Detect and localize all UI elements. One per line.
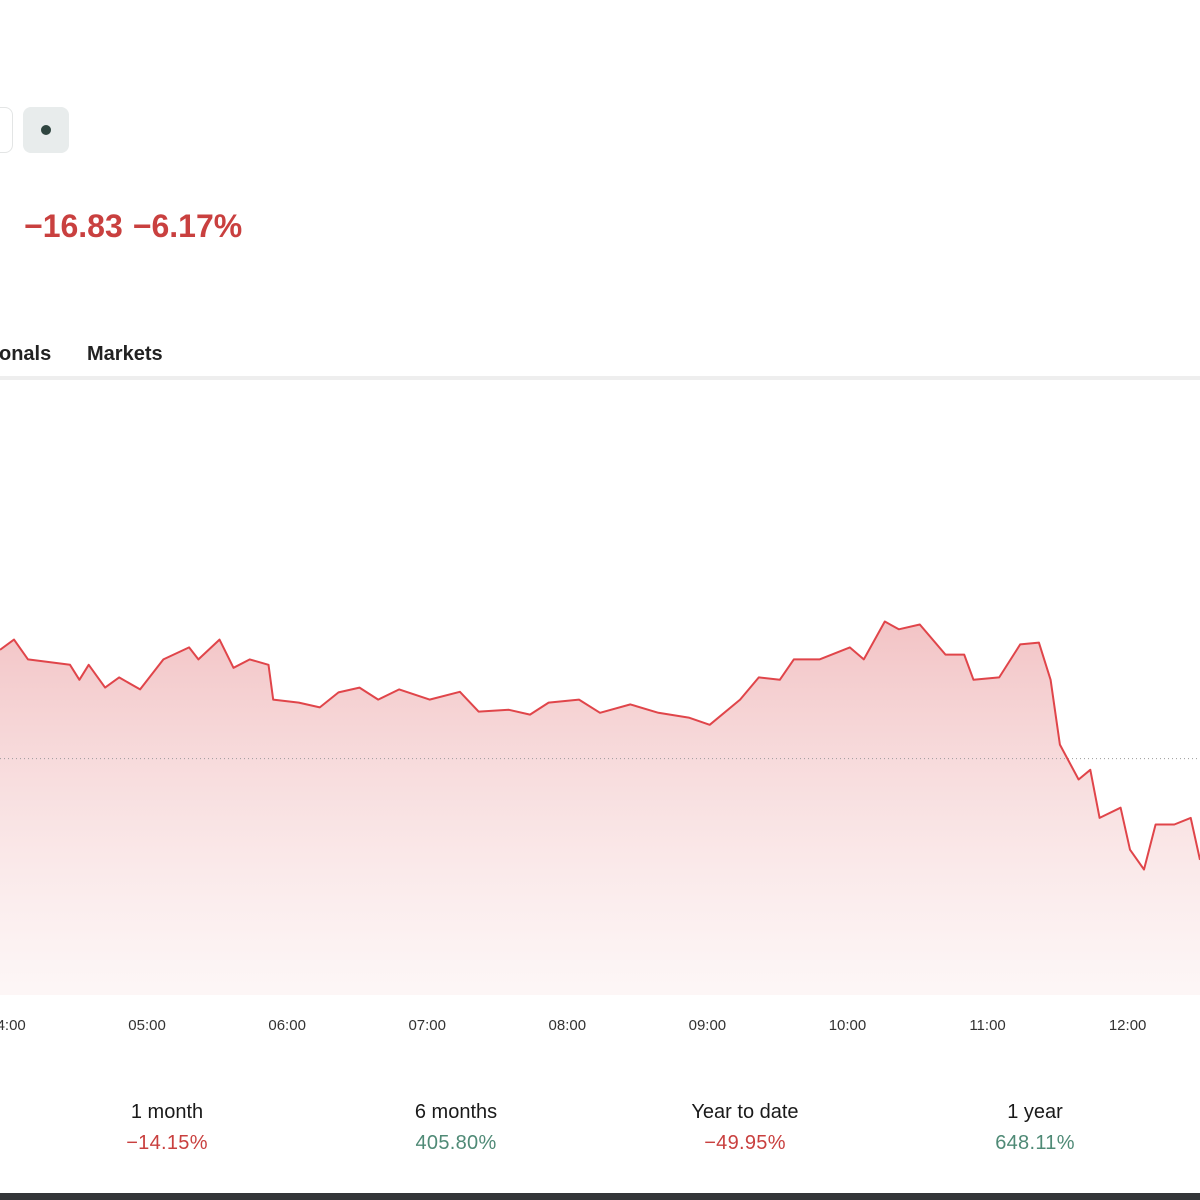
period-1-month: 1 month −14.15% — [67, 1101, 267, 1155]
period-label: 1 month — [130, 1101, 204, 1123]
period-value: 648.11% — [995, 1132, 1075, 1154]
dot-icon — [41, 125, 51, 135]
x-tick-label: 05:00 — [128, 1017, 166, 1034]
period-label: Year to date — [691, 1101, 799, 1123]
toolbar-button[interactable] — [0, 107, 13, 153]
price-chart[interactable]: 04:00 05:00 06:00 07:00 08:00 09:00 10:00 11:00… — [0, 0, 1200, 1060]
x-tick-label: 11:00 — [969, 1017, 1005, 1034]
x-tick-label: 07:00 — [408, 1017, 446, 1034]
x-tick-label: 08:00 — [549, 1017, 587, 1034]
period-value: −49.95% — [704, 1132, 786, 1154]
period-label: 1 year — [1007, 1101, 1063, 1123]
period-1-year: 1 year 648.11% — [935, 1101, 1135, 1155]
dot-button[interactable] — [23, 107, 69, 153]
tab-divider — [0, 376, 1200, 380]
period-6-months: 6 months 405.80% — [356, 1101, 556, 1155]
x-tick-label: 04:00 — [0, 1017, 26, 1034]
price-change: −16.83 −6.17% — [24, 208, 252, 245]
x-tick-label: 06:00 — [268, 1017, 306, 1034]
change-percent: −6.17% — [132, 208, 243, 244]
price-area — [0, 621, 1200, 995]
period-value: −14.15% — [126, 1132, 208, 1154]
period-value: 405.80% — [415, 1132, 497, 1154]
tab-markets[interactable]: Markets — [87, 343, 163, 365]
period-ytd: Year to date −49.95% — [645, 1101, 845, 1155]
period-label: 6 months — [414, 1101, 498, 1123]
price-line — [0, 620, 1200, 871]
x-tick-label: 10:00 — [829, 1017, 867, 1034]
tab-fundamentals[interactable]: onals — [0, 343, 52, 365]
bottom-bar — [0, 1193, 1200, 1200]
change-absolute: −16.83 — [24, 208, 123, 244]
x-tick-label: 09:00 — [689, 1017, 727, 1034]
x-tick-label: 12:00 — [1109, 1017, 1147, 1034]
